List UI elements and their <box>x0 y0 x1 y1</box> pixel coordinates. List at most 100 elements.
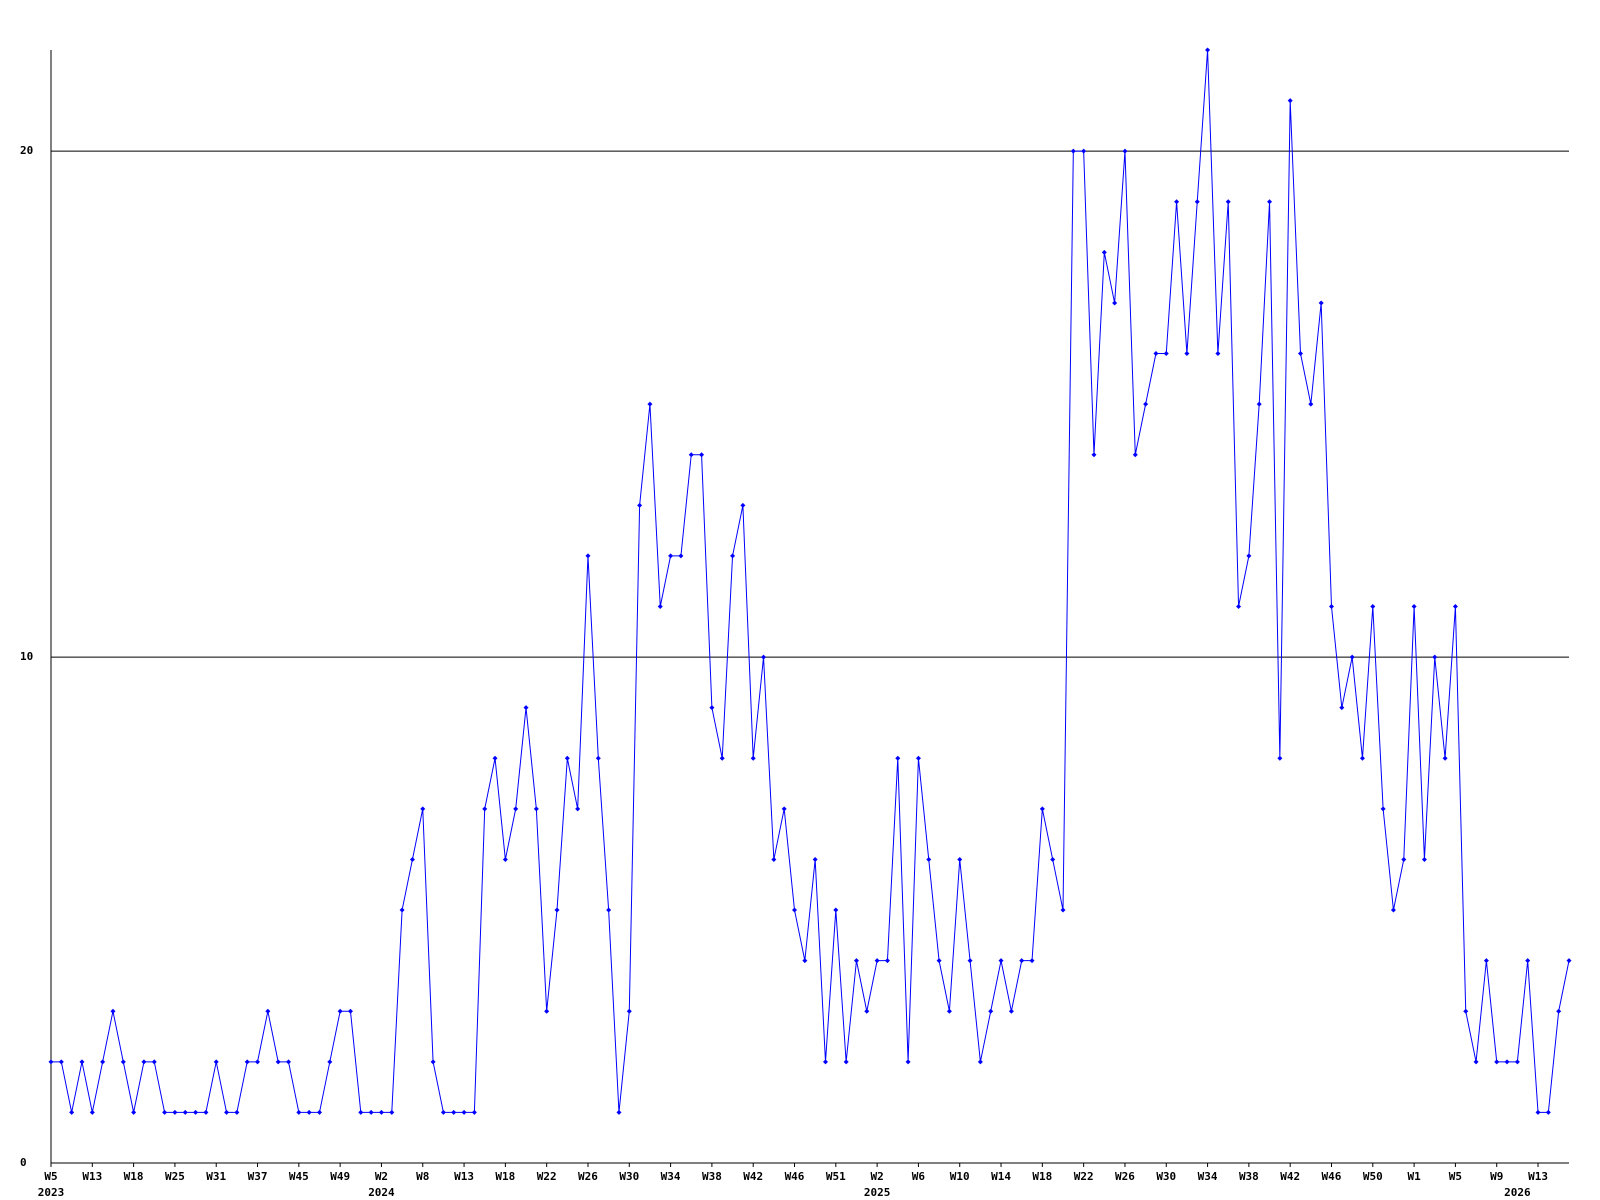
data-point <box>668 553 674 559</box>
data-point <box>998 958 1004 964</box>
data-point <box>988 1008 994 1014</box>
data-point <box>1122 148 1128 154</box>
data-point <box>1246 553 1252 559</box>
x-tick-label: W18 <box>495 1170 515 1183</box>
data-point <box>843 1059 849 1065</box>
data-point <box>1194 199 1200 205</box>
data-point <box>1411 604 1417 609</box>
data-point <box>368 1109 374 1115</box>
data-point <box>1236 604 1242 609</box>
data-point <box>606 907 612 913</box>
data-point <box>1184 351 1190 357</box>
data-point <box>151 1059 157 1065</box>
x-tick-label: W49 <box>330 1170 350 1183</box>
data-point <box>1287 98 1293 104</box>
data-point <box>1390 907 1396 913</box>
x-tick-label: W34 <box>1198 1170 1218 1183</box>
x-tick-label: W30 <box>1156 1170 1176 1183</box>
data-point <box>967 958 973 964</box>
data-point <box>1112 300 1118 306</box>
year-label: 2026 <box>1504 1186 1531 1199</box>
data-point <box>533 806 539 812</box>
x-tick-label: W2 <box>375 1170 388 1183</box>
data-point <box>1039 806 1045 812</box>
data-point <box>1349 654 1355 660</box>
data-point <box>802 958 808 964</box>
data-point <box>688 452 694 458</box>
data-point <box>915 755 921 761</box>
data-point <box>244 1059 250 1065</box>
data-point <box>657 604 663 609</box>
data-point <box>564 755 570 761</box>
data-point <box>864 1008 870 1014</box>
data-point <box>358 1109 364 1115</box>
data-point <box>451 1109 457 1115</box>
x-tick-label: W18 <box>124 1170 144 1183</box>
data-point <box>100 1059 106 1065</box>
data-point <box>48 1059 54 1065</box>
data-point <box>1556 1008 1562 1014</box>
data-point <box>585 553 591 559</box>
x-tick-label: W30 <box>619 1170 639 1183</box>
data-point <box>1132 452 1138 458</box>
data-point <box>637 502 643 508</box>
data-point <box>1566 958 1572 964</box>
year-label: 2025 <box>864 1186 891 1199</box>
x-tick-label: W2 <box>870 1170 883 1183</box>
x-tick-label: W42 <box>1280 1170 1300 1183</box>
data-point <box>730 553 736 559</box>
data-point <box>1380 806 1386 812</box>
x-tick-label: W9 <box>1490 1170 1503 1183</box>
data-point <box>1401 856 1407 862</box>
data-point <box>771 856 777 862</box>
data-point <box>1432 654 1438 660</box>
data-point <box>265 1008 271 1014</box>
data-point <box>1328 604 1334 609</box>
data-point <box>1029 958 1035 964</box>
data-point <box>172 1109 178 1115</box>
data-point <box>1494 1059 1500 1065</box>
data-point <box>430 1059 436 1065</box>
data-point <box>1019 958 1025 964</box>
x-tick-label: W18 <box>1032 1170 1052 1183</box>
data-line <box>51 49 1570 1113</box>
data-point <box>420 806 426 812</box>
data-point <box>874 958 880 964</box>
data-point <box>544 1008 550 1014</box>
data-point <box>327 1059 333 1065</box>
y-tick-label: 20 <box>20 144 33 157</box>
data-point <box>1545 1109 1551 1115</box>
data-point <box>110 1008 116 1014</box>
data-point <box>750 755 756 761</box>
data-point <box>482 806 488 812</box>
x-tick-label: W1 <box>1407 1170 1421 1183</box>
data-point <box>1091 452 1097 458</box>
data-point <box>141 1059 147 1065</box>
data-point <box>895 755 901 761</box>
data-point <box>554 907 560 913</box>
data-point <box>492 755 498 761</box>
data-point <box>461 1109 467 1115</box>
data-point <box>1256 401 1262 407</box>
x-tick-label: W14 <box>991 1170 1011 1183</box>
data-point <box>1060 907 1066 913</box>
x-tick-label: W45 <box>289 1170 309 1183</box>
data-point <box>1081 148 1087 154</box>
data-point <box>1463 1008 1469 1014</box>
data-point <box>699 452 705 458</box>
data-point <box>1163 351 1169 357</box>
x-tick-label: W6 <box>912 1170 926 1183</box>
data-point <box>58 1059 64 1065</box>
data-point <box>471 1109 477 1115</box>
data-point <box>409 856 415 862</box>
data-point <box>1483 958 1489 964</box>
x-tick-label: W51 <box>826 1170 846 1183</box>
data-point <box>1473 1059 1479 1065</box>
year-label: 2024 <box>368 1186 395 1199</box>
data-point <box>193 1109 199 1115</box>
data-point <box>1370 604 1376 609</box>
data-point <box>647 401 653 407</box>
data-point <box>1050 856 1056 862</box>
data-point <box>678 553 684 559</box>
data-point <box>884 958 890 964</box>
